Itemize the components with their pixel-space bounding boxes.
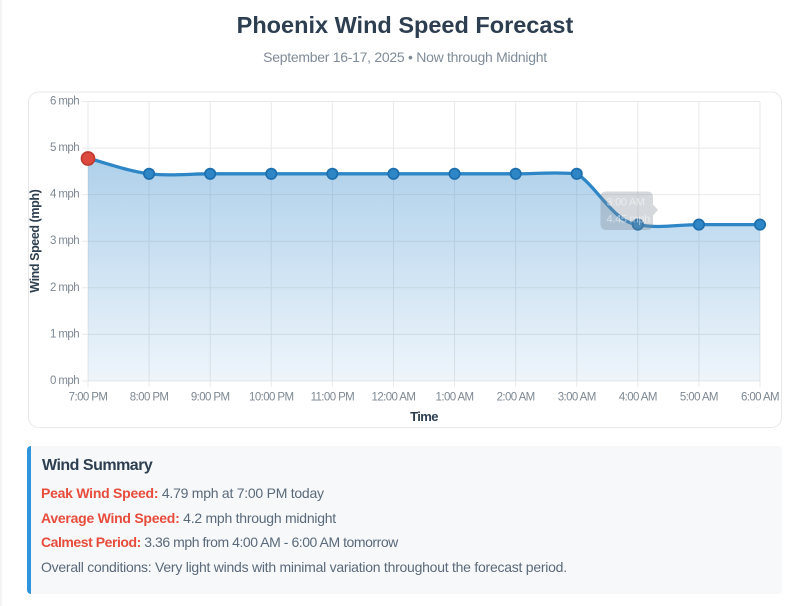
svg-text:4:00 AM: 4:00 AM xyxy=(619,392,657,404)
svg-text:3:00 AM: 3:00 AM xyxy=(607,197,645,209)
svg-text:2:00 AM: 2:00 AM xyxy=(497,392,535,404)
svg-text:10:00 PM: 10:00 PM xyxy=(249,392,293,404)
svg-text:6 mph: 6 mph xyxy=(50,96,79,108)
svg-text:4 mph: 4 mph xyxy=(50,189,79,201)
svg-text:8:00 PM: 8:00 PM xyxy=(130,392,169,404)
svg-text:6:00 AM: 6:00 AM xyxy=(741,392,779,404)
svg-text:0 mph: 0 mph xyxy=(50,375,79,387)
svg-text:5:00 AM: 5:00 AM xyxy=(680,392,718,404)
svg-text:3:00 AM: 3:00 AM xyxy=(558,392,596,404)
svg-text:9:00 PM: 9:00 PM xyxy=(191,392,230,404)
svg-text:Time: Time xyxy=(410,409,438,424)
svg-text:1 mph: 1 mph xyxy=(50,328,79,340)
svg-text:2 mph: 2 mph xyxy=(50,282,79,294)
svg-text:3 mph: 3 mph xyxy=(50,235,79,247)
svg-text:11:00 PM: 11:00 PM xyxy=(311,392,355,404)
svg-text:Wind Speed (mph): Wind Speed (mph) xyxy=(28,189,42,292)
svg-text:5 mph: 5 mph xyxy=(50,142,79,154)
svg-text:7:00 PM: 7:00 PM xyxy=(69,392,108,404)
svg-text:1:00 AM: 1:00 AM xyxy=(436,392,474,404)
svg-text:12:00 AM: 12:00 AM xyxy=(372,392,416,404)
svg-text:4.45 mph: 4.45 mph xyxy=(607,214,651,226)
